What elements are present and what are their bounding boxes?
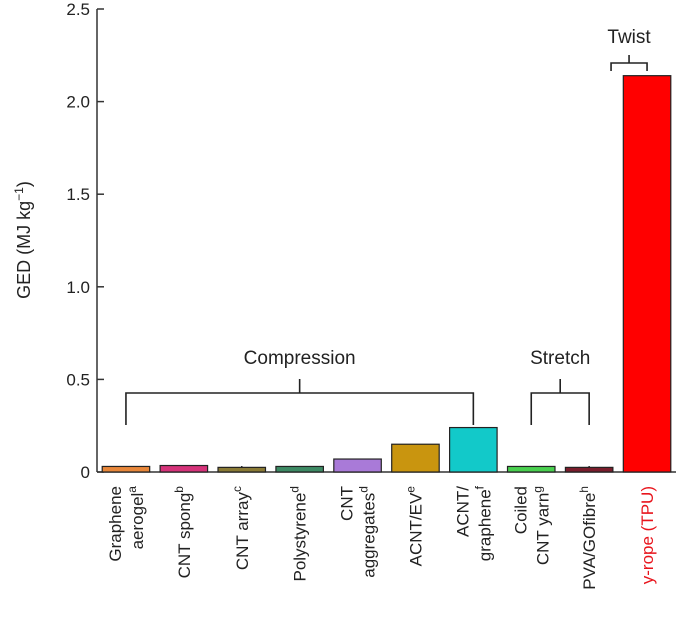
- y-tick-label: 0: [81, 463, 90, 482]
- x-tick-labels: Graphene aerogela CNT spongb CNT arrayc Poly…: [106, 485, 657, 589]
- y-tick-label: 2.5: [66, 0, 90, 19]
- x-category-label-line: CNT yarng: [530, 486, 552, 565]
- x-category-label-line: aerogela: [125, 486, 147, 550]
- bar: [506, 465, 556, 473]
- x-category-label-line: CNT arrayc: [230, 486, 252, 570]
- bar: [449, 426, 498, 473]
- bar: [275, 465, 324, 473]
- x-category-label-line: y-rope (TPU): [638, 486, 657, 584]
- bar: [101, 465, 151, 473]
- group-label: Stretch: [530, 348, 590, 369]
- y-tick-label: 0.5: [66, 370, 90, 389]
- group-brackets: Compression Stretch Twist: [125, 27, 651, 425]
- x-category-label: Coiled CNT yarng: [511, 486, 552, 565]
- group-label: Twist: [607, 27, 651, 48]
- bar: [159, 464, 209, 473]
- group-bracket: [530, 392, 590, 425]
- x-category-label-line: CNT: [338, 486, 357, 521]
- axes: 0 0.5 1.0 1.5 2.0 2.5: [66, 0, 676, 482]
- x-category-label-line: Polystyrened: [288, 486, 310, 582]
- bar: [391, 443, 440, 473]
- x-category-label-line: aggregatesd: [357, 486, 379, 578]
- x-category-label-line: PVA/GOfibreh: [577, 486, 599, 590]
- x-category-label: Graphene aerogela: [106, 486, 147, 562]
- x-category-label-line: ACNT/: [453, 486, 472, 537]
- x-category-label-line: Coiled: [511, 486, 530, 534]
- x-category-label: ACNT/graphenef: [453, 485, 494, 561]
- x-category-label: y-rope (TPU): [638, 486, 657, 584]
- group-label: Compression: [244, 348, 356, 369]
- bar: [622, 75, 672, 473]
- x-category-label: ACNT/EVe: [403, 486, 425, 567]
- bar: [564, 466, 614, 473]
- x-category-label-line: CNT spongb: [172, 486, 194, 579]
- x-category-label: CNT arrayc: [230, 486, 252, 570]
- x-category-label: CNT aggregatesd: [338, 486, 379, 578]
- y-tick-label: 2.0: [66, 93, 90, 112]
- x-category-label-line: Graphene: [106, 486, 125, 562]
- y-tick-label: 1.5: [66, 185, 90, 204]
- bar: [333, 458, 382, 473]
- x-category-label: PVA/GOfibreh: [577, 486, 599, 590]
- x-category-label: CNT spongb: [172, 486, 194, 579]
- y-axis-label: GED (MJ kg−1): [12, 181, 34, 299]
- bar: [217, 466, 267, 473]
- x-category-label-line: ACNT/EVe: [403, 486, 425, 567]
- group-bracket: [610, 62, 648, 71]
- x-category-label-line: graphenef: [472, 485, 494, 561]
- group-bracket: [125, 392, 475, 425]
- y-tick-label: 1.0: [66, 278, 90, 297]
- bars: [101, 75, 672, 473]
- x-category-label: Polystyrened: [288, 486, 310, 582]
